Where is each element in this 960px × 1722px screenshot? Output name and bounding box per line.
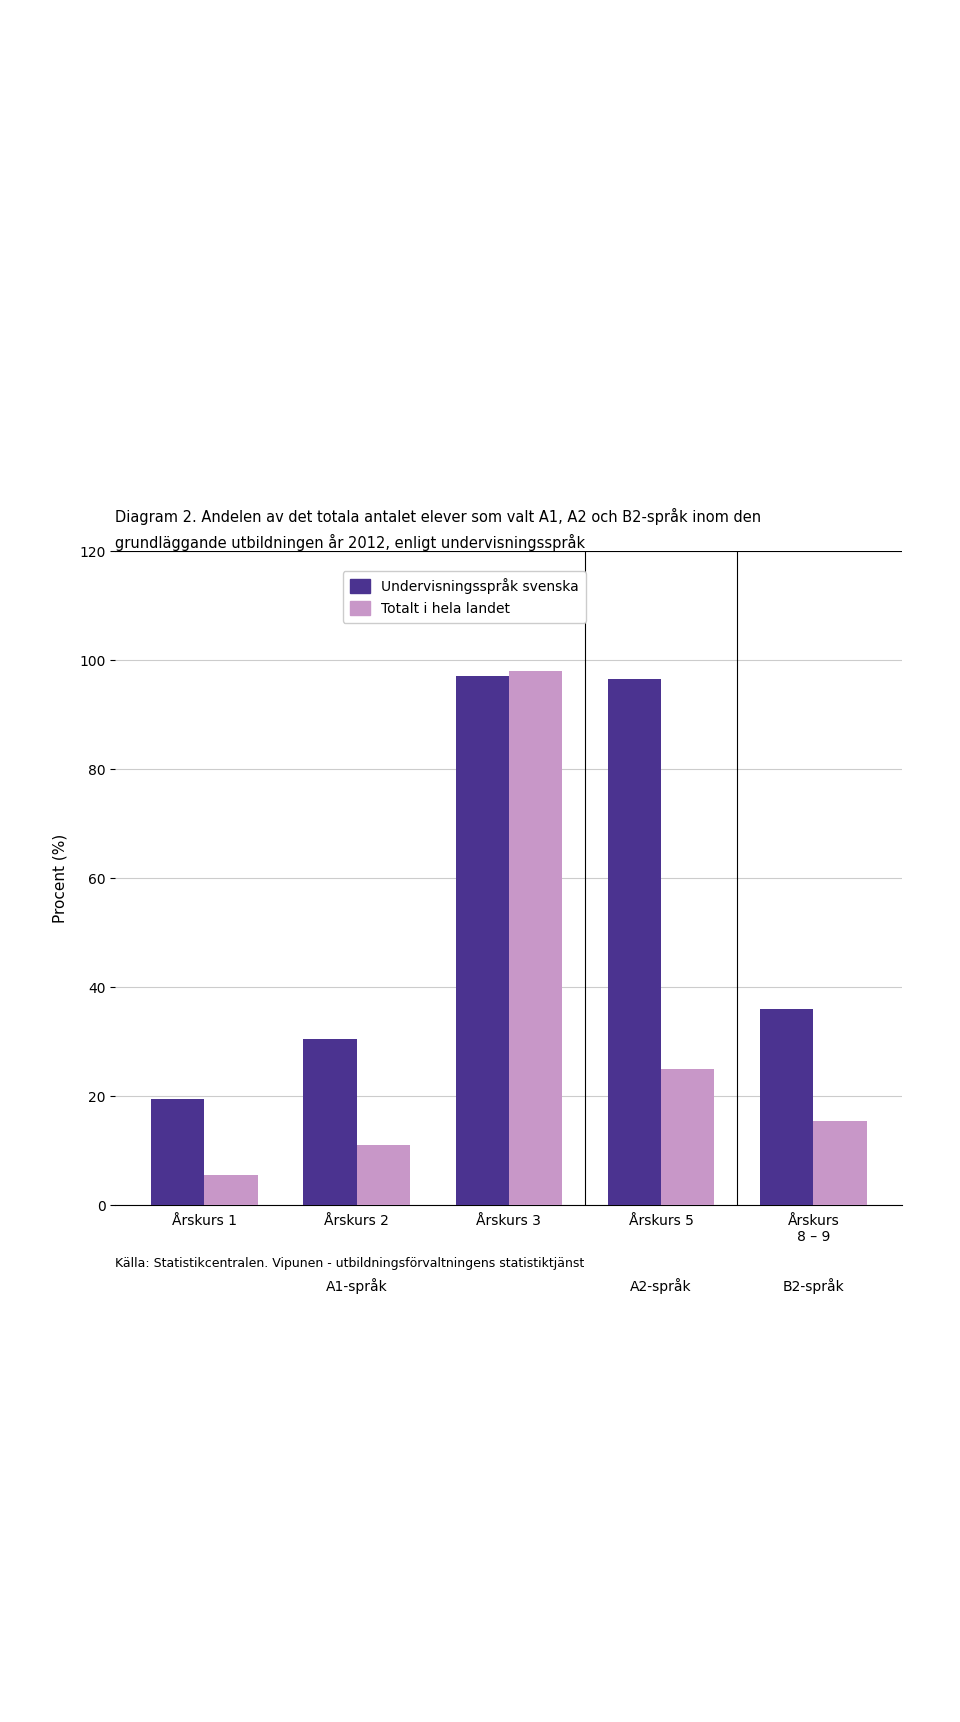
Bar: [303, 1038, 356, 1205]
Bar: [356, 1145, 410, 1205]
Text: Diagram 2. Andelen av det totala antalet elever som valt A1, A2 och B2-språk ino: Diagram 2. Andelen av det totala antalet…: [115, 508, 761, 525]
Bar: [204, 1176, 257, 1205]
Text: grundläggande utbildningen år 2012, enligt undervisningsspråk: grundläggande utbildningen år 2012, enli…: [115, 534, 586, 551]
Legend: Undervisningsspråk svenska, Totalt i hela landet: Undervisningsspråk svenska, Totalt i hel…: [343, 572, 587, 623]
Bar: [661, 1069, 714, 1205]
Bar: [760, 1009, 813, 1205]
Bar: [608, 678, 661, 1205]
Text: B2-språk: B2-språk: [782, 1278, 844, 1293]
Text: A1-språk: A1-språk: [325, 1278, 388, 1293]
Y-axis label: Procent (%): Procent (%): [53, 833, 68, 923]
Bar: [151, 1099, 204, 1205]
Bar: [813, 1121, 867, 1205]
Bar: [455, 677, 509, 1205]
Text: Källa: Statistikcentralen. Vipunen - utbildningsförvaltningens statistiktjänst: Källa: Statistikcentralen. Vipunen - utb…: [115, 1257, 585, 1271]
Text: A2-språk: A2-språk: [631, 1278, 692, 1293]
Bar: [509, 672, 563, 1205]
